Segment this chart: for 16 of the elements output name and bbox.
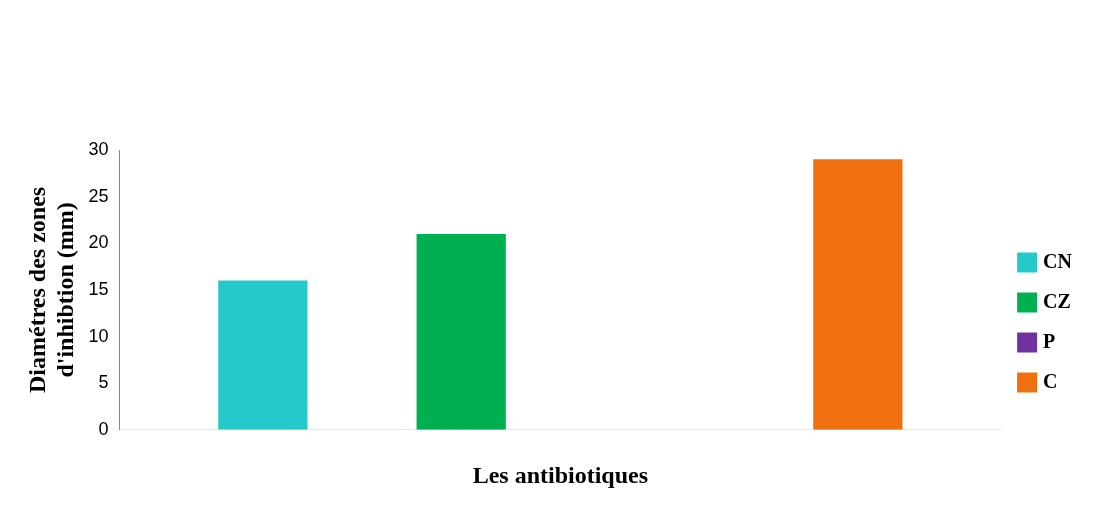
bar xyxy=(218,280,308,430)
legend-label: CN xyxy=(1043,249,1073,272)
y-tick-label: 10 xyxy=(88,325,109,346)
y-tick-label: 0 xyxy=(98,418,109,439)
legend-label: P xyxy=(1043,329,1056,352)
x-axis-title: Les antibiotiques xyxy=(472,461,649,488)
y-tick-label: 15 xyxy=(88,278,109,299)
y-axis-title: Diamétres des zones d'inhibtion (mm) xyxy=(23,186,79,393)
bar xyxy=(813,159,903,430)
y-tick-label: 30 xyxy=(88,138,109,159)
y-tick-label: 25 xyxy=(88,185,109,206)
y-tick-label: 5 xyxy=(98,372,109,393)
bar xyxy=(416,233,506,430)
y-tick-label: 20 xyxy=(88,232,109,253)
legend-label: CZ xyxy=(1043,289,1071,312)
legend-label: C xyxy=(1043,369,1058,392)
